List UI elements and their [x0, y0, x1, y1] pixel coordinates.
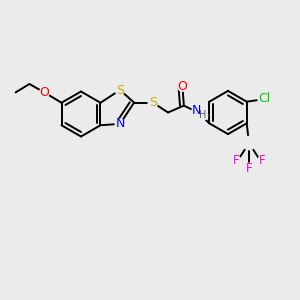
Circle shape — [115, 119, 125, 129]
Circle shape — [231, 156, 241, 166]
Circle shape — [258, 92, 271, 106]
Text: F: F — [233, 154, 239, 167]
Text: S: S — [149, 96, 157, 109]
Text: S: S — [116, 83, 124, 97]
Circle shape — [148, 98, 158, 107]
Text: N: N — [115, 117, 125, 130]
Circle shape — [198, 111, 208, 120]
Text: O: O — [40, 86, 49, 99]
Circle shape — [115, 85, 125, 95]
Circle shape — [258, 156, 267, 166]
Text: Cl: Cl — [259, 92, 271, 106]
Circle shape — [178, 82, 187, 91]
Text: F: F — [259, 154, 266, 167]
Text: F: F — [246, 161, 253, 175]
Circle shape — [242, 136, 256, 150]
Text: H: H — [199, 110, 206, 121]
Text: O: O — [178, 80, 187, 93]
Circle shape — [40, 88, 49, 97]
Text: N: N — [192, 104, 202, 117]
Circle shape — [245, 163, 254, 173]
Circle shape — [192, 106, 202, 116]
